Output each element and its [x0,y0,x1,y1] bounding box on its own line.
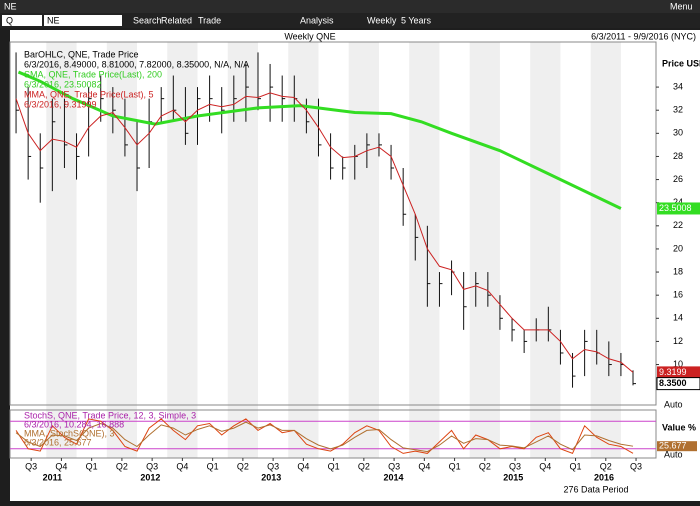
x-tick-label: Q1 [449,461,461,471]
price-line [15,92,634,373]
x-tick-label: Q2 [600,461,612,471]
quarter-band [590,42,621,458]
x-tick-label: Q1 [328,461,340,471]
x-tick-label: Q1 [86,461,98,471]
x-tick-label: Q4 [418,461,430,471]
year-label: 2014 [383,472,403,482]
x-tick-label: Q4 [55,461,67,471]
y-tick-label: 26 [673,174,683,184]
quarter-band [106,42,138,458]
x-tick-label: Q3 [388,461,400,471]
stoch-legend-text: MMA, StochS(QNE), 3 [24,428,115,438]
x-tick-label: Q4 [176,461,188,471]
price-line [17,70,622,210]
y-tick-label: 32 [673,105,683,115]
mode-box[interactable] [2,15,42,26]
year-label: 2016 [594,472,614,482]
last-value-label: 9.3199 [659,367,687,377]
title-bar [0,0,700,13]
stoch-line [15,421,634,453]
y-tick-label: 28 [673,151,683,161]
quarter-band [46,42,77,458]
stoch-frame [9,409,657,459]
x-tick-label: Q3 [630,461,642,471]
stoch-last-label: 25.677 [659,441,687,451]
range-button[interactable]: 5 Years [401,15,432,25]
y-tick-label: 30 [673,128,683,138]
x-tick-label: Q3 [25,461,37,471]
last-price-box [656,377,700,391]
y-tick-label: 14 [673,313,683,323]
legend-text: 6/3/2016, 23.50082 [24,79,102,89]
price-frame [9,41,657,406]
stoch-line [15,418,634,455]
symbol-box[interactable] [44,15,122,26]
x-tick-label: Q4 [539,461,551,471]
trade-button[interactable]: Trade [198,15,221,25]
toolbar [0,13,700,28]
analysis-button[interactable]: Analysis [300,15,334,25]
period-button[interactable]: Weekly [367,15,397,25]
y-tick-label: 12 [673,336,683,346]
legend-text: 6/3/2016, 9.31999 [24,99,97,109]
data-period: 276 Data Period [563,484,628,494]
auto-button[interactable]: Auto [664,399,683,409]
year-label: 2013 [261,472,281,482]
y-tick-label: 18 [673,266,683,276]
year-label: 2011 [43,472,63,482]
x-tick-label: Q1 [570,461,582,471]
last-value-label: 23.5008 [659,203,692,213]
year-label: 2015 [503,472,523,482]
last-value-box [657,202,700,215]
mode[interactable]: Q [6,15,13,25]
x-tick-label: Q4 [297,461,309,471]
stoch-legend-text: 6/3/2016, 10.284, 16.888 [24,419,124,429]
x-tick-label: Q2 [116,461,128,471]
search-button[interactable]: Search [133,15,162,25]
quarter-band [288,42,319,458]
y-tick-label: 16 [673,290,683,300]
stoch-legend-text: 6/3/2016, 25.677 [24,437,92,447]
stoch-legend-text: StochS, QNE, Trade Price, 12, 3, Simple,… [24,410,196,420]
symbol[interactable]: NE [47,15,60,25]
auto-button[interactable]: Auto [664,449,683,459]
menu-button[interactable]: Menu [670,1,693,11]
quarter-band [469,42,500,458]
last-price-label: 8.3500 [659,378,687,388]
y-tick-label: 20 [673,243,683,253]
quarter-band [348,42,379,458]
y-tick-label: 34 [673,81,683,91]
x-tick-label: Q3 [509,461,521,471]
legend-text: SMA, QNE, Trade Price(Last), 200 [24,69,162,79]
quarter-band [409,42,440,458]
chart-title: Weekly QNE [284,31,335,41]
y-tick-label: 24 [673,197,683,207]
legend-text: BarOHLC, QNE, Trade Price [24,49,139,59]
related-button[interactable]: Related [161,15,192,25]
x-tick-label: Q2 [237,461,249,471]
stoch-axis-label: Value % [662,422,696,432]
y-tick-label: 22 [673,220,683,230]
x-tick-label: Q2 [479,461,491,471]
x-tick-label: Q3 [267,461,279,471]
last-value-box [657,366,700,379]
quarter-band [530,42,561,458]
x-tick-label: Q1 [207,461,219,471]
year-label: 2012 [140,472,160,482]
window-title: NE [4,1,17,11]
stoch-last-box [657,441,697,452]
date-range: 6/3/2011 - 9/9/2016 (NYC) [591,31,696,41]
quarter-band [167,42,198,458]
legend-text: MMA, QNE, Trade Price(Last), 5 [24,89,154,99]
x-tick-label: Q2 [358,461,370,471]
legend-text: 6/3/2016, 8.49000, 8.81000, 7.82000, 8.3… [24,59,249,69]
y-axis-label: Price USD [662,58,700,68]
x-tick-label: Q3 [146,461,158,471]
y-tick-label: 10 [673,359,683,369]
